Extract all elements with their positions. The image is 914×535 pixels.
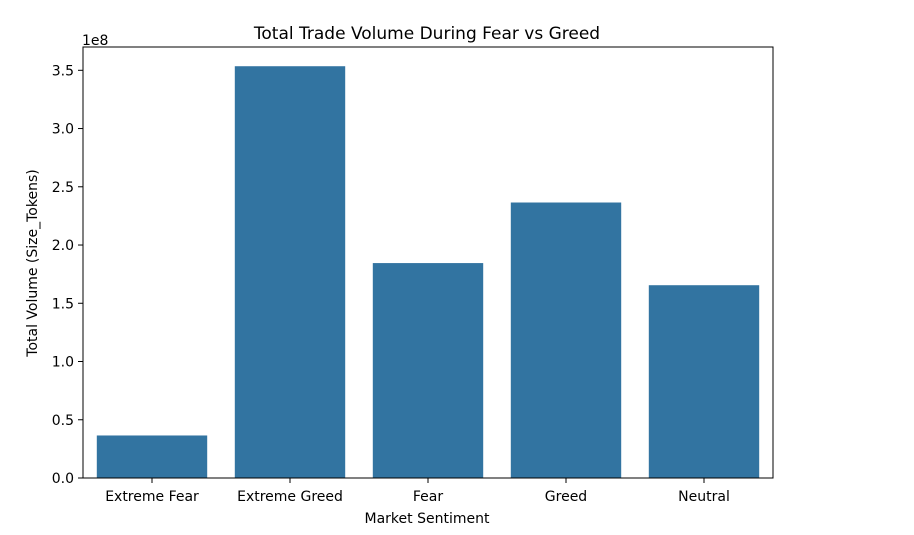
y-tick-label: 2.5 xyxy=(52,180,74,196)
bar xyxy=(96,435,208,478)
y-tick-label: 0.0 xyxy=(52,471,74,487)
chart-title: Total Trade Volume During Fear vs Greed xyxy=(253,24,600,44)
x-tick-label: Fear xyxy=(413,489,443,505)
x-tick-label: Greed xyxy=(545,489,587,505)
y-tick-label: 1.5 xyxy=(52,296,74,312)
x-tick-label: Extreme Greed xyxy=(237,489,343,505)
bar xyxy=(648,285,760,478)
y-tick-label: 3.0 xyxy=(52,122,74,138)
plot-frame xyxy=(82,46,774,479)
x-axis-label: Market Sentiment xyxy=(365,511,490,527)
y-tick-label: 0.5 xyxy=(52,413,74,429)
bar xyxy=(510,202,622,478)
y-tick-label: 1.0 xyxy=(52,355,74,371)
bar xyxy=(372,263,484,478)
x-tick-label: Neutral xyxy=(678,489,730,505)
y-tick-label: 3.5 xyxy=(52,63,74,79)
y-tick-label: 2.0 xyxy=(52,238,74,254)
y-axis-label: Total Volume (Size_Tokens) xyxy=(25,169,41,357)
y-multiplier-label: 1e8 xyxy=(82,33,108,49)
bar xyxy=(234,66,346,478)
x-tick-label: Extreme Fear xyxy=(105,489,199,505)
